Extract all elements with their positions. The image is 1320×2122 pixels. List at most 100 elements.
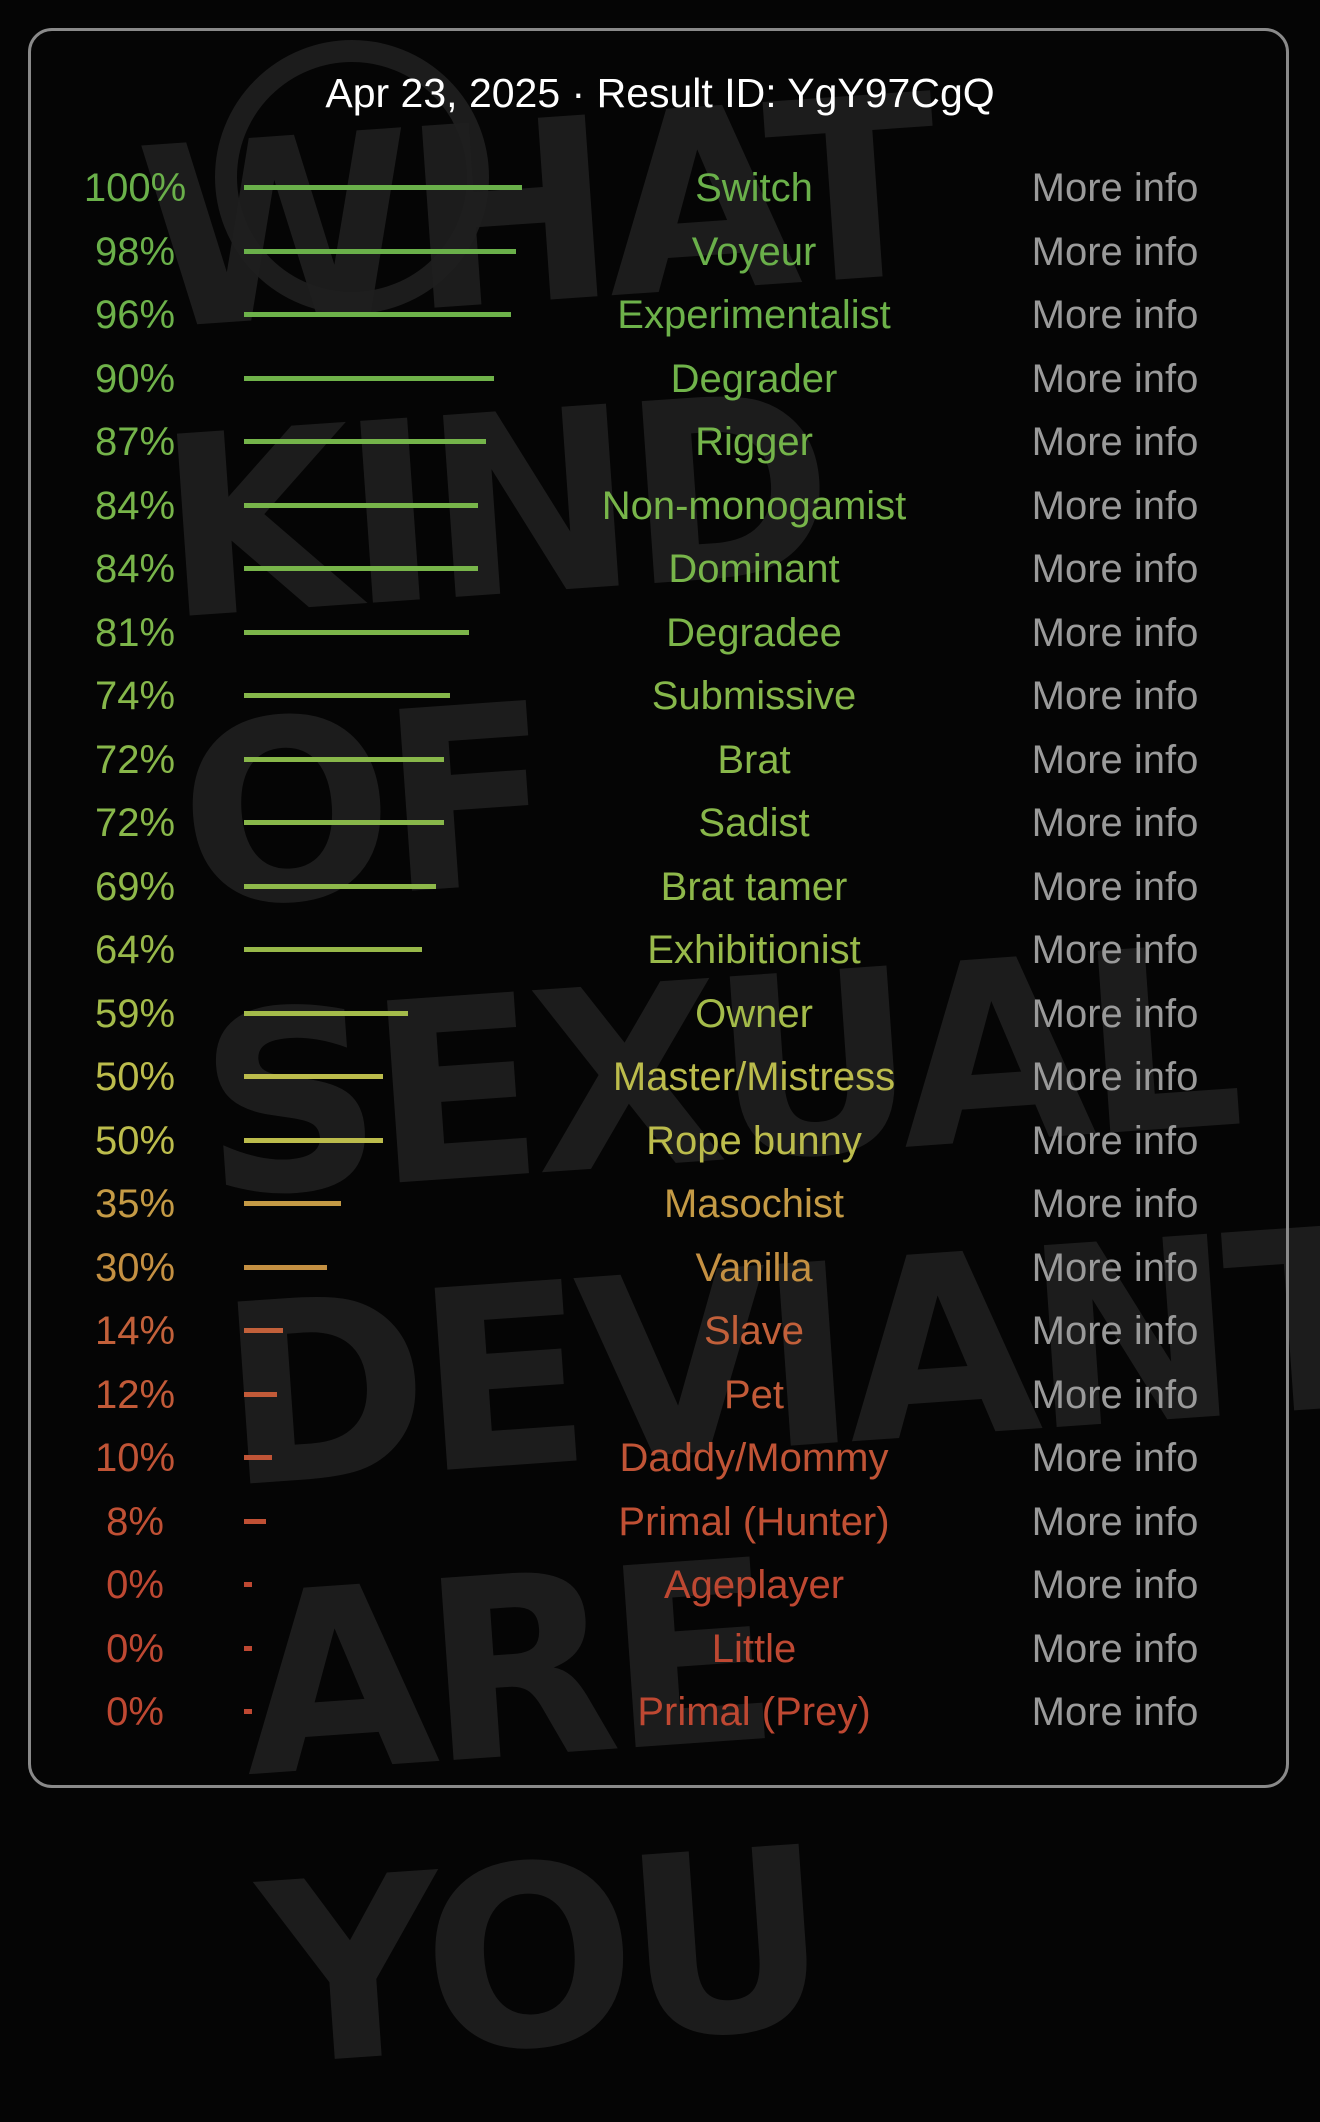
more-info-link[interactable]: More info [1031,737,1199,782]
more-info-link[interactable]: More info [1031,928,1199,972]
score-bar [244,375,495,381]
score-bar [244,1264,328,1270]
more-info-link[interactable]: More info [1031,293,1199,337]
more-info-link[interactable]: More info [1031,1690,1199,1734]
more-info-link[interactable]: More info [1031,1055,1199,1099]
more-info-link[interactable]: More info [1031,1372,1199,1417]
kink-name: Sadist [698,801,810,845]
percent-label: 84% [94,547,176,591]
more-info-link[interactable]: More info [1031,229,1199,274]
percent-label: 8% [106,1499,164,1544]
result-row: 0% Primal (Prey) More info [0,1682,1320,1742]
result-row: 72% Sadist More info [0,793,1320,853]
result-row: 84% Non-monogamist More info [0,476,1320,536]
score-bar [244,1518,267,1524]
score-bar [244,1645,252,1651]
more-info-link[interactable]: More info [1031,1118,1199,1163]
percent-label: 81% [94,610,176,655]
more-info-link[interactable]: More info [1031,1309,1199,1353]
score-bar [244,1391,278,1397]
result-row: 84% Dominant More info [0,539,1320,599]
score-bar [244,439,486,444]
kink-name: Non-monogamist [601,483,907,528]
more-info-link[interactable]: More info [1031,610,1199,655]
kink-name: Owner [695,991,813,1036]
kink-name: Rope bunny [646,1118,862,1163]
kink-name: Submissive [651,674,857,718]
more-info-link[interactable]: More info [1031,801,1199,845]
result-row: 30% Vanilla More info [0,1238,1320,1298]
percent-label: 84% [94,483,176,528]
more-info-link[interactable]: More info [1031,1436,1199,1480]
more-info-link[interactable]: More info [1031,356,1199,401]
result-row: 98% Voyeur More info [0,222,1320,282]
score-bar [244,883,436,889]
kink-name: Primal (Hunter) [618,1499,890,1544]
score-bar [244,312,511,317]
result-row: 59% Owner More info [0,984,1320,1044]
more-info-link[interactable]: More info [1031,1563,1199,1607]
percent-label: 10% [94,1436,176,1480]
result-row: 0% Ageplayer More info [0,1555,1320,1615]
result-row: 69% Brat tamer More info [0,857,1320,917]
score-bar [244,1455,272,1460]
score-bar [244,1010,409,1016]
more-info-link[interactable]: More info [1031,1626,1199,1671]
more-info-link[interactable]: More info [1031,1245,1199,1290]
more-info-link[interactable]: More info [1031,1499,1199,1544]
kink-name: Slave [703,1309,805,1353]
result-row: 100% Switch More info [0,158,1320,218]
more-info-link[interactable]: More info [1031,420,1199,464]
more-info-link[interactable]: More info [1031,1182,1199,1226]
percent-label: 74% [94,674,176,718]
percent-label: 72% [94,737,176,782]
kink-name: Rigger [695,420,813,464]
kink-name: Brat tamer [660,864,848,909]
score-bar [244,502,478,508]
score-bar [244,820,445,825]
more-info-link[interactable]: More info [1031,674,1199,718]
more-info-link[interactable]: More info [1031,991,1199,1036]
kink-name: Voyeur [691,229,817,274]
percent-label: 50% [94,1055,176,1099]
score-bar [244,693,450,698]
more-info-link[interactable]: More info [1031,547,1199,591]
result-row: 72% Brat More info [0,730,1320,790]
score-bar [244,947,422,952]
more-info-link[interactable]: More info [1031,483,1199,528]
percent-label: 0% [106,1563,164,1607]
result-header: Apr 23, 2025 · Result ID: YgY97CgQ [325,70,995,116]
percent-label: 90% [94,356,176,401]
score-bar [244,185,522,190]
result-row: 64% Exhibitionist More info [0,920,1320,980]
result-row: 10% Daddy/Mommy More info [0,1428,1320,1488]
kink-name: Daddy/Mommy [619,1436,889,1480]
kink-name: Pet [723,1372,785,1417]
score-bar [244,1582,252,1587]
result-row: 87% Rigger More info [0,412,1320,472]
score-bar [244,756,445,762]
percent-label: 50% [94,1118,176,1163]
percent-label: 96% [94,293,176,337]
percent-label: 69% [94,864,176,909]
percent-label: 12% [94,1372,176,1417]
percent-label: 0% [106,1626,164,1671]
kink-name: Degrader [670,356,838,401]
result-row: 90% Degrader More info [0,349,1320,409]
result-row: 50% Rope bunny More info [0,1111,1320,1171]
percent-label: 30% [94,1245,176,1290]
percent-label: 87% [94,420,176,464]
result-row: 96% Experimentalist More info [0,285,1320,345]
score-bar [244,1328,283,1333]
result-row: 74% Submissive More info [0,666,1320,726]
result-row: 0% Little More info [0,1619,1320,1679]
percent-label: 14% [94,1309,176,1353]
score-bar [244,1201,342,1206]
result-row: 14% Slave More info [0,1301,1320,1361]
result-row: 81% Degradee More info [0,603,1320,663]
more-info-link[interactable]: More info [1031,166,1199,210]
more-info-link[interactable]: More info [1031,864,1199,909]
percent-label: 35% [94,1182,176,1226]
result-row: 50% Master/Mistress More info [0,1047,1320,1107]
kink-name: Dominant [668,547,840,591]
